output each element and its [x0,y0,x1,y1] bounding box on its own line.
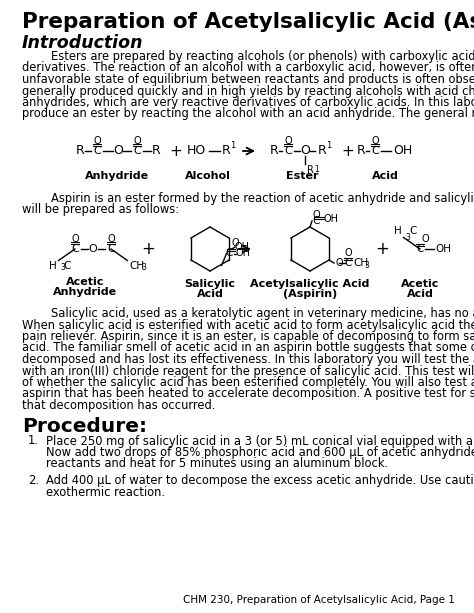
Text: unfavorable state of equilibrium between reactants and products is often observe: unfavorable state of equilibrium between… [22,73,474,86]
Text: Acid: Acid [407,289,433,299]
Text: 1: 1 [314,165,319,174]
Text: H: H [49,262,56,272]
Text: derivatives. The reaction of an alcohol with a carboxylic acid, however, is ofte: derivatives. The reaction of an alcohol … [22,61,474,75]
Text: CH: CH [129,262,145,272]
Text: O: O [371,136,379,146]
Text: CHM 230, Preparation of Acetylsalicylic Acid, Page 1: CHM 230, Preparation of Acetylsalicylic … [183,595,455,605]
Text: Anhydride: Anhydride [53,287,117,297]
Text: anhydrides, which are very reactive derivatives of carboxylic acids. In this lab: anhydrides, which are very reactive deri… [22,96,474,109]
Text: C: C [312,216,319,226]
Text: pain reliever. Aspirin, since it is an ester, is capable of decomposing to form : pain reliever. Aspirin, since it is an e… [22,330,474,343]
Text: O: O [89,244,97,254]
Text: Esters are prepared by reacting alcohols (or phenols) with carboxylic acids or t: Esters are prepared by reacting alcohols… [22,50,474,63]
Text: 3: 3 [141,264,146,272]
Text: that decomposition has occurred.: that decomposition has occurred. [22,399,215,412]
Text: generally produced quickly and in high yields by reacting alcohols with acid chl: generally produced quickly and in high y… [22,85,474,97]
Text: O: O [107,234,115,244]
Text: Introduction: Introduction [22,34,144,52]
Text: Salicylic: Salicylic [184,279,236,289]
Text: OH: OH [236,248,251,259]
Text: O: O [113,145,123,158]
Text: +: + [170,143,182,159]
Text: Acetic: Acetic [401,279,439,289]
Text: O: O [231,238,239,248]
Text: O: O [313,210,320,220]
Text: R: R [318,145,327,158]
Text: decomposed and has lost its effectiveness. In this laboratory you will test the : decomposed and has lost its effectivenes… [22,353,474,366]
Text: OH: OH [235,242,250,252]
Text: CH: CH [353,258,368,268]
Text: Preparation of Acetylsalicylic Acid (Aspirin): Preparation of Acetylsalicylic Acid (Asp… [22,12,474,32]
Text: exothermic reaction.: exothermic reaction. [46,485,165,498]
Text: OH: OH [435,244,451,254]
Text: Place 250 mg of salicylic acid in a 3 (or 5) mL conical vial equipped with a sti: Place 250 mg of salicylic acid in a 3 (o… [46,435,474,447]
Text: of whether the salicylic acid has been esterified completely. You will also test: of whether the salicylic acid has been e… [22,376,474,389]
Text: OH: OH [324,214,339,224]
Text: C: C [107,244,115,254]
Text: C: C [284,146,292,156]
Text: 3: 3 [364,261,369,270]
Text: Alcohol: Alcohol [185,171,231,181]
Text: C: C [371,146,379,156]
Text: 1: 1 [326,142,331,151]
Text: Now add two drops of 85% phosphoric acid and 600 μL of acetic anhydride. Mix the: Now add two drops of 85% phosphoric acid… [46,446,474,459]
Text: Acetic: Acetic [66,277,104,287]
Text: 2.: 2. [28,474,39,487]
Text: When salicylic acid is esterified with acetic acid to form acetylsalicylic acid : When salicylic acid is esterified with a… [22,319,474,332]
Text: +: + [141,240,155,258]
Text: O: O [284,136,292,146]
Text: Acetylsalicylic Acid: Acetylsalicylic Acid [250,279,370,289]
Text: (Aspirin): (Aspirin) [283,289,337,299]
Text: 1: 1 [230,142,235,151]
Text: reactants and heat for 5 minutes using an aluminum block.: reactants and heat for 5 minutes using a… [46,457,388,471]
Text: R: R [307,165,314,175]
Text: Aspirin is an ester formed by the reaction of acetic anhydride and salicylic aci: Aspirin is an ester formed by the reacti… [22,192,474,205]
Text: produce an ester by reacting the alcohol with an acid anhydride. The general rea: produce an ester by reacting the alcohol… [22,107,474,121]
Text: O: O [133,136,141,146]
Text: O: O [422,234,429,244]
Text: R: R [222,145,231,158]
Text: O: O [300,145,310,158]
Text: will be prepared as follows:: will be prepared as follows: [22,204,179,216]
Text: 3: 3 [61,264,65,272]
Text: 1.: 1. [28,435,39,447]
Text: C: C [71,244,79,254]
Text: +: + [375,240,389,258]
Text: Add 400 μL of water to decompose the excess acetic anhydride. Use caution since : Add 400 μL of water to decompose the exc… [46,474,474,487]
Text: +: + [342,143,355,159]
Text: Ester: Ester [286,171,318,181]
Text: aspirin that has been heated to accelerate decomposition. A positive test for sa: aspirin that has been heated to accelera… [22,387,474,400]
Text: HO: HO [186,145,206,158]
Text: O: O [344,248,352,258]
Text: C: C [133,146,141,156]
Text: C: C [410,226,417,235]
Text: R: R [76,145,84,158]
Text: O: O [93,136,101,146]
Text: O: O [335,258,343,268]
Text: 3: 3 [406,233,410,242]
Text: Anhydride: Anhydride [85,171,149,181]
Text: H: H [394,226,401,235]
Text: R: R [270,145,278,158]
Text: C: C [64,262,71,272]
Text: C: C [93,146,101,156]
Text: Acid: Acid [197,289,223,299]
Text: acid. The familiar smell of acetic acid in an aspirin bottle suggests that some : acid. The familiar smell of acetic acid … [22,341,474,354]
Text: OH: OH [393,145,412,158]
Text: with an iron(III) chloride reagent for the presence of salicylic acid. This test: with an iron(III) chloride reagent for t… [22,365,474,378]
Text: Salicylic acid, used as a keratolytic agent in veterinary medicine, has no analg: Salicylic acid, used as a keratolytic ag… [22,307,474,320]
Text: C: C [345,258,352,268]
Text: Acid: Acid [372,171,399,181]
Text: R: R [152,145,160,158]
Text: C: C [416,244,424,254]
Text: Procedure:: Procedure: [22,416,147,435]
Text: R: R [356,145,365,158]
Text: O: O [71,234,79,244]
Text: C: C [226,248,233,259]
